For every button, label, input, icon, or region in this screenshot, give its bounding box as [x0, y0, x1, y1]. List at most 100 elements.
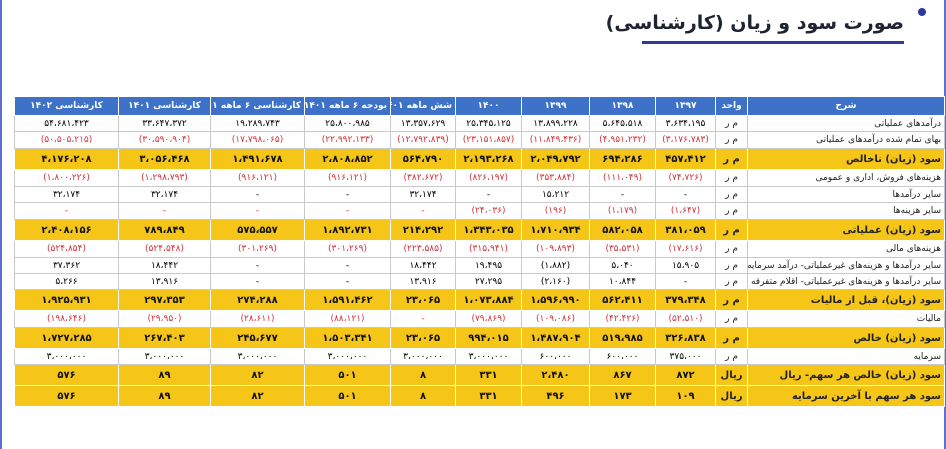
header-year: ۱۴۰۰ [455, 96, 522, 116]
row-value: ۳،۰۵۶،۴۶۸ [118, 148, 211, 170]
table-row: سایر درآمدها و هزینه‌های غیرعملیاتی- اقل… [14, 273, 945, 290]
row-description: سود (زیان) ناخالص [747, 148, 945, 170]
row-value: ۱۹،۴۹۵ [455, 257, 522, 274]
row-value: (۳۸۲،۶۷۲) [390, 169, 456, 187]
row-value: (۱،۶۴۷) [655, 202, 716, 220]
page-title: صورت سود و زیان (کارشناسی) [605, 12, 904, 34]
row-value: ۲۳،۰۶۵ [390, 327, 456, 349]
row-value: - [390, 310, 456, 328]
table-row: سود (زیان) خالص م ر ۳۲۶،۸۳۸ ۵۱۹،۹۸۵ ۱،۴۸۷،۹۰… [14, 327, 945, 349]
row-value: (۲،۱۶۰) [521, 273, 590, 290]
row-value: ۳،۰۰۰،۰۰۰ [210, 348, 305, 365]
row-value: ۵۶۲،۴۱۱ [589, 289, 656, 311]
row-value: ۳،۰۰۰،۰۰۰ [14, 348, 119, 365]
row-value: (۱۰۹،۸۹۳) [521, 240, 590, 258]
row-unit: ریال [715, 385, 748, 407]
row-value: ۳۳،۶۴۷،۳۷۲ [118, 115, 211, 132]
row-value: ۴۵۷،۴۱۲ [655, 148, 716, 170]
row-value: ۱۰۹ [655, 385, 716, 407]
table-row: سود (زیان) عملیاتی م ر ۳۸۱،۰۵۹ ۵۸۲،۰۵۸ ۱،۷۱۰… [14, 219, 945, 241]
row-value: (۳۰،۵۹۰،۹۰۴) [118, 131, 211, 149]
table-row: بهای تمام شده درآمدهای عملیاتی م ر (۳،۱۷۶،… [14, 131, 945, 149]
row-unit: م ر [715, 310, 748, 328]
row-value: ۵۱۹،۹۸۵ [589, 327, 656, 349]
header-year: کارشناسی ۱۴۰۲ [14, 96, 119, 116]
row-value: - [304, 186, 391, 203]
row-value: ۱۵،۲۱۲ [521, 186, 590, 203]
row-value: ۴۹۶ [521, 385, 590, 407]
row-value: ۲،۴۸۰ [521, 364, 590, 386]
row-value: - [14, 202, 119, 220]
header-desc: شرح [747, 96, 945, 116]
table-row: هزینه‌های مالی م ر (۱۷،۶۱۶) (۳۵،۵۳۱) (۱۰۹،۸۹… [14, 240, 945, 258]
row-value: ۸ [390, 364, 456, 386]
row-value: (۱۱۱،۰۴۹) [589, 169, 656, 187]
row-value: ۳۷،۳۶۲ [14, 257, 119, 274]
row-description: بهای تمام شده درآمدهای عملیاتی [747, 131, 945, 149]
row-value: ۶۰۰،۰۰۰ [521, 348, 590, 365]
row-value: ۳۷۹،۳۴۸ [655, 289, 716, 311]
row-value: ۳۳۱ [455, 364, 522, 386]
row-value: (۱،۲۹۸،۷۹۳) [118, 169, 211, 187]
row-value: - [304, 257, 391, 274]
row-description: سود هر سهم با آخرین سرمایه [747, 385, 945, 407]
title-underline [642, 41, 904, 44]
header-year: ۱۳۹۹ [521, 96, 590, 116]
row-value: ۳۷۵،۰۰۰ [655, 348, 716, 365]
row-value: - [210, 186, 305, 203]
row-value: (۱۹۶) [521, 202, 590, 220]
row-value: ۵،۶۴۵،۵۱۸ [589, 115, 656, 132]
row-value: (۱،۸۸۲) [521, 257, 590, 274]
row-value: (۱۲،۷۹۲،۸۳۹) [390, 131, 456, 149]
row-description: سایر درآمدها و هزینه‌های غیرعملیاتی- اقل… [747, 273, 945, 290]
row-value: - [455, 186, 522, 203]
row-value: (۵۲،۵۱۰) [655, 310, 716, 328]
row-value: ۱۸،۴۴۲ [118, 257, 211, 274]
row-value: (۴۲،۴۲۶) [589, 310, 656, 328]
row-value: (۱۷،۷۹۸،۰۶۵) [210, 131, 305, 149]
row-unit: م ر [715, 148, 748, 170]
row-unit: م ر [715, 115, 748, 132]
row-unit: م ر [715, 131, 748, 149]
row-value: ۵۴،۶۸۱،۴۲۳ [14, 115, 119, 132]
row-value: (۲۴،۰۳۶) [455, 202, 522, 220]
row-value: (۱۷،۶۱۶) [655, 240, 716, 258]
row-value: ۲،۴۰۸،۱۵۶ [14, 219, 119, 241]
row-value: (۵۰،۵۰۵،۲۱۵) [14, 131, 119, 149]
corner-dot [918, 8, 926, 16]
row-value: ۶۰۰،۰۰۰ [589, 348, 656, 365]
row-value: (۴،۹۵۱،۲۳۲) [589, 131, 656, 149]
row-value: (۳،۱۷۶،۷۸۳) [655, 131, 716, 149]
row-value: (۱،۸۰۰،۲۲۶) [14, 169, 119, 187]
row-value: (۵۲۴،۸۵۴) [14, 240, 119, 258]
row-value: ۳۲،۱۷۴ [118, 186, 211, 203]
row-value: ۱۵،۹۰۵ [655, 257, 716, 274]
row-value: ۸۷۲ [655, 364, 716, 386]
row-value: ۲۶۷،۴۰۳ [118, 327, 211, 349]
row-value: (۳۰۱،۲۶۹) [304, 240, 391, 258]
row-value: - [304, 273, 391, 290]
row-unit: م ر [715, 240, 748, 258]
header-year: ۱۳۹۸ [589, 96, 656, 116]
row-value: ۱،۸۹۲،۷۳۱ [304, 219, 391, 241]
row-value: (۲۹،۹۵۰) [118, 310, 211, 328]
row-value: ۵۷۶ [14, 385, 119, 407]
row-value: ۹۹۴،۰۱۵ [455, 327, 522, 349]
row-value: ۳۲،۱۷۴ [14, 186, 119, 203]
table-row: هزینه‌های فروش، اداری و عمومی م ر (۷۴،۷۲۶)… [14, 169, 945, 187]
row-value: ۱،۵۹۶،۹۹۰ [521, 289, 590, 311]
table-row: سود هر سهم با آخرین سرمایه ریال ۱۰۹ ۱۷۳ ۴۹۶ ۳… [14, 385, 945, 407]
row-value: ۵۰۱ [304, 364, 391, 386]
row-value: (۹۱۶،۱۲۱) [304, 169, 391, 187]
row-value: (۷۴،۷۲۶) [655, 169, 716, 187]
row-value: ۸۲ [210, 385, 305, 407]
row-value: ۲۷،۲۹۵ [455, 273, 522, 290]
table-row: سایر هزینه‌ها م ر (۱،۶۴۷) (۱،۱۷۹) (۱۹۶) (۲۴،۰… [14, 202, 945, 220]
row-value: ۸۲ [210, 364, 305, 386]
row-description: سود (زیان) عملیاتی [747, 219, 945, 241]
table-body: درآمدهای عملیاتی م ر ۳،۶۳۴،۱۹۵ ۵،۶۴۵،۵۱۸ ۱۳،… [14, 115, 945, 407]
row-value: ۱،۳۴۳،۰۳۵ [455, 219, 522, 241]
row-value: (۲۲۳،۵۸۵) [390, 240, 456, 258]
table-row: درآمدهای عملیاتی م ر ۳،۶۳۴،۱۹۵ ۵،۶۴۵،۵۱۸ ۱۳،… [14, 115, 945, 132]
